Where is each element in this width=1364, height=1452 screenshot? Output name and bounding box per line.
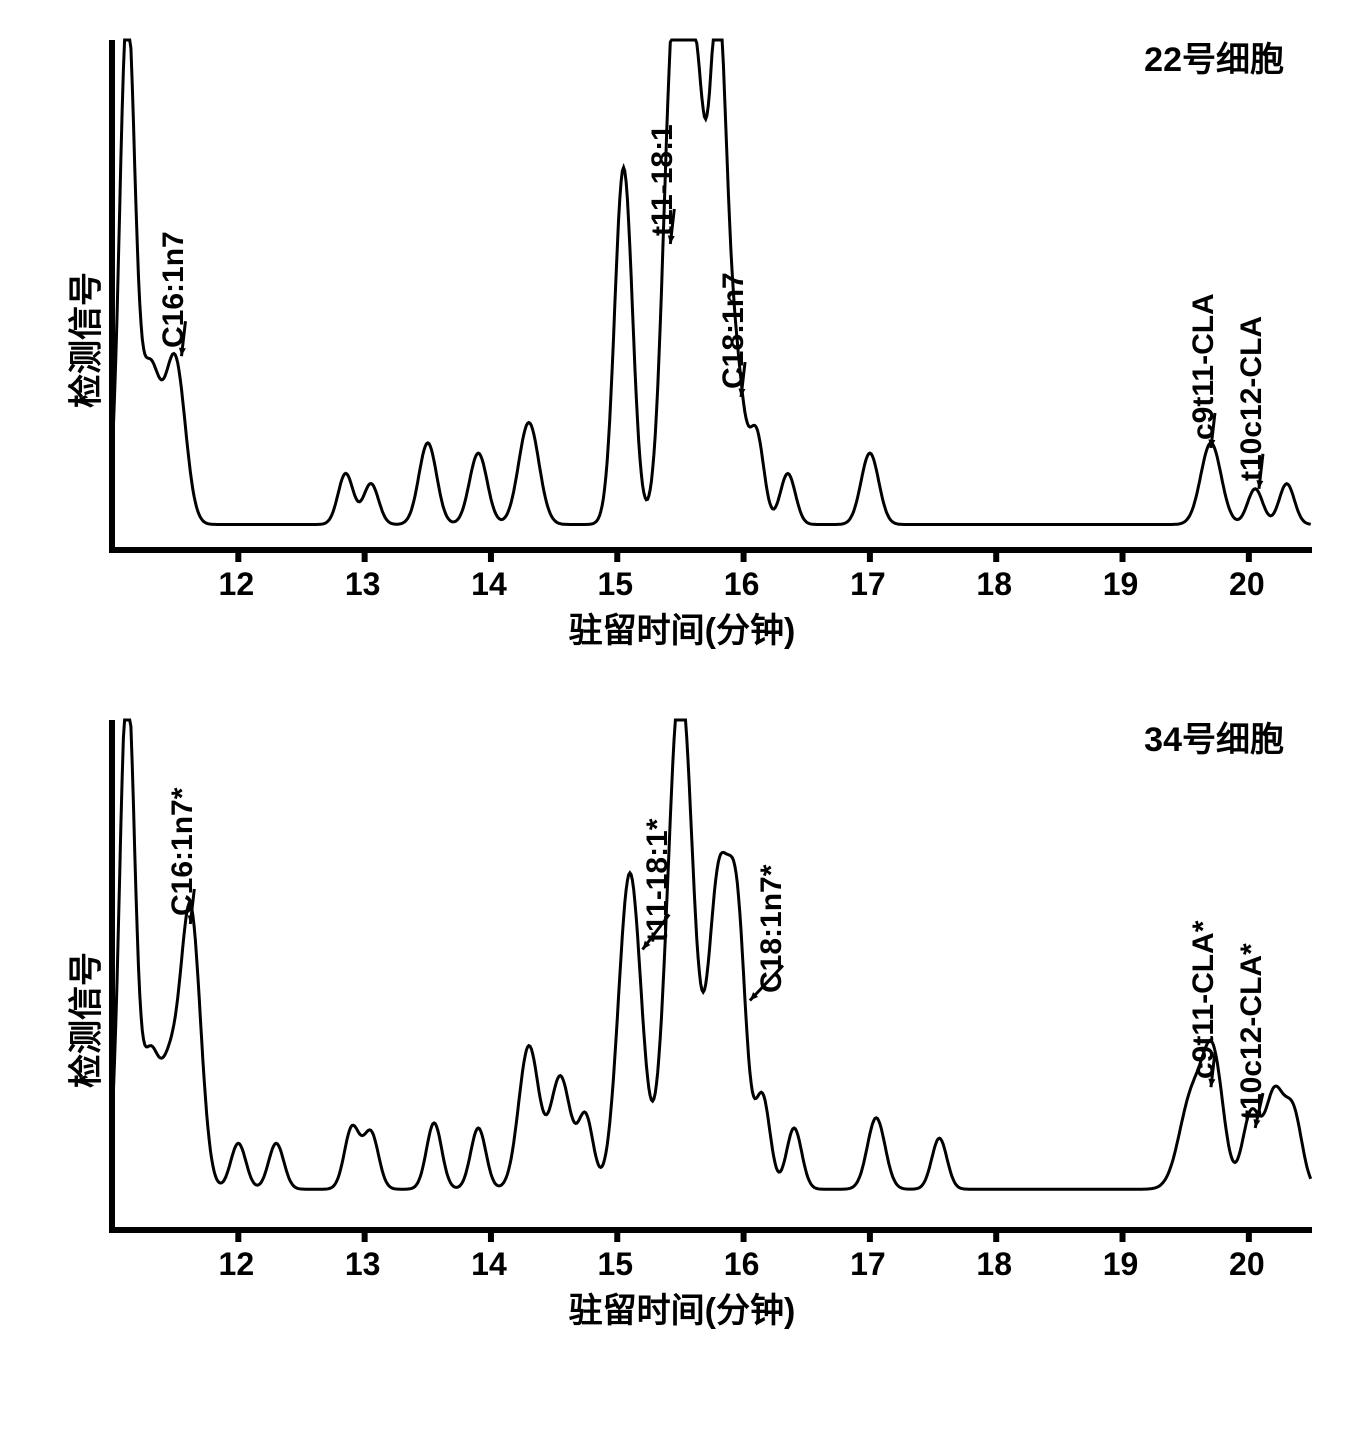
x-tick-label: 13 <box>345 566 381 603</box>
x-tick-label: 14 <box>471 1246 507 1283</box>
x-tick-label: 20 <box>1229 566 1265 603</box>
x-tick-label: 19 <box>1103 1246 1139 1283</box>
chart-panel-34: 34号细胞 检测信号 驻留时间(分钟) 12 13 14 15 16 17 18 19 20 C1… <box>20 700 1344 1340</box>
peak-label: C18:1n7 <box>717 272 751 389</box>
y-axis-label: 检测信号 <box>59 952 108 1088</box>
peak-label: t11-18:1* <box>641 818 675 941</box>
peak-label: t10c12-CLA <box>1235 316 1269 481</box>
x-tick-label: 14 <box>471 566 507 603</box>
x-tick-label: 16 <box>724 566 760 603</box>
chart-title: 22号细胞 <box>1144 32 1284 81</box>
x-tick-label: 13 <box>345 1246 381 1283</box>
x-tick-label: 19 <box>1103 566 1139 603</box>
x-tick-label: 17 <box>850 566 886 603</box>
chromatogram-svg-34 <box>20 700 1344 1340</box>
x-tick-label: 15 <box>597 566 633 603</box>
x-tick-label: 15 <box>597 1246 633 1283</box>
x-tick-label: 20 <box>1229 1246 1265 1283</box>
x-tick-label: 18 <box>976 1246 1012 1283</box>
x-axis-label: 驻留时间(分钟) <box>569 1283 796 1332</box>
chart-title: 34号细胞 <box>1144 712 1284 761</box>
x-tick-label: 17 <box>850 1246 886 1283</box>
chart-panel-22: 22号细胞 检测信号 驻留时间(分钟) 12 13 14 15 16 17 18 19 20 C1… <box>20 20 1344 660</box>
y-axis-label: 检测信号 <box>59 272 108 408</box>
charts-container: 22号细胞 检测信号 驻留时间(分钟) 12 13 14 15 16 17 18 19 20 C1… <box>20 20 1344 1340</box>
x-axis-label: 驻留时间(分钟) <box>569 603 796 652</box>
peak-label: c9t11-CLA* <box>1187 921 1221 1079</box>
peak-label: C18:1n7* <box>755 864 789 992</box>
x-tick-label: 12 <box>219 1246 255 1283</box>
peak-label: C16:1n7 <box>157 231 191 348</box>
x-tick-label: 12 <box>219 566 255 603</box>
peak-label: c9t11-CLA <box>1187 293 1221 440</box>
peak-label: C16:1n7* <box>166 788 200 916</box>
chromatogram-svg-22 <box>20 20 1344 660</box>
x-tick-label: 18 <box>976 566 1012 603</box>
x-tick-label: 16 <box>724 1246 760 1283</box>
peak-label: t11-18:1 <box>646 124 680 236</box>
peak-label: t10c12-CLA* <box>1235 943 1269 1120</box>
